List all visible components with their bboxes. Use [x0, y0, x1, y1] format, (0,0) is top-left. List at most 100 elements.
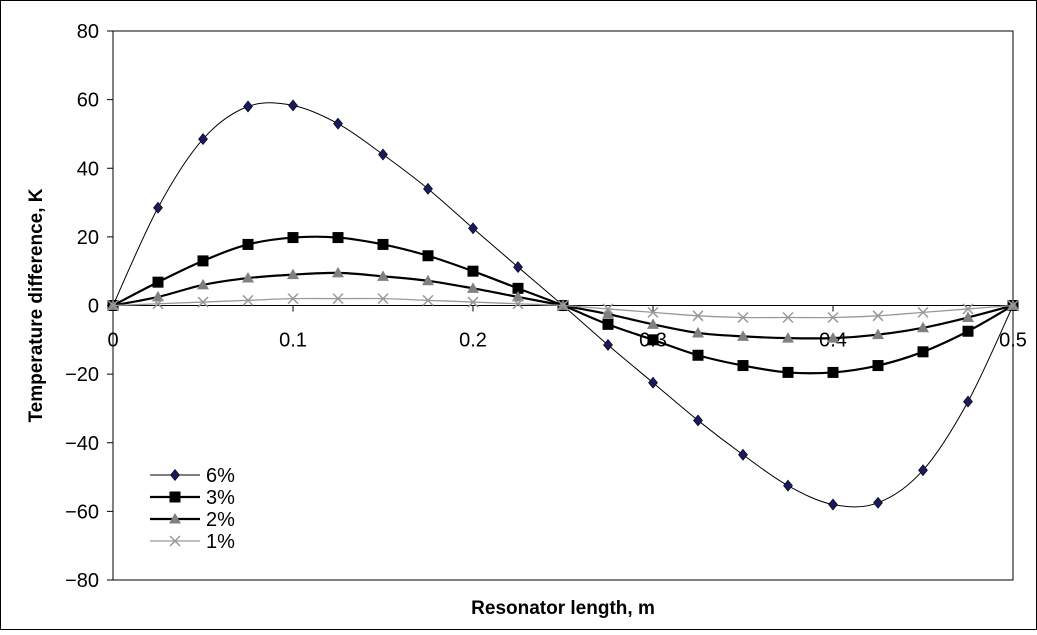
x-tick-label: 0.1 [279, 330, 307, 352]
legend-marker [169, 491, 181, 503]
data-point [963, 395, 973, 408]
legend-label: 3% [206, 487, 235, 509]
legend-label: 1% [206, 531, 235, 553]
data-point [242, 272, 254, 283]
data-point [737, 330, 749, 341]
data-point [242, 238, 254, 250]
data-point [872, 328, 884, 340]
data-point [153, 201, 163, 214]
data-point [872, 360, 884, 372]
legend-marker [169, 513, 181, 524]
data-point [152, 290, 164, 302]
data-point [827, 366, 839, 378]
y-tick-label: 0 [88, 296, 99, 318]
data-point [962, 325, 974, 337]
y-tick-label: −40 [65, 433, 99, 455]
data-point [467, 296, 479, 308]
data-point [693, 414, 703, 427]
data-point [602, 318, 614, 330]
y-tick-label: 80 [77, 21, 99, 43]
data-point [468, 222, 478, 235]
x-tick-label: 0.5 [999, 330, 1027, 352]
data-point [918, 464, 928, 477]
data-point [377, 270, 389, 281]
legend-marker [169, 535, 181, 547]
data-point [198, 133, 208, 146]
data-point [782, 311, 794, 324]
legend-item: 1% [150, 531, 235, 553]
legend: 6%3%2%1% [150, 465, 235, 553]
series-4 [107, 293, 1019, 324]
y-axis-title: Temperature difference, K [26, 188, 47, 422]
data-point [782, 332, 794, 343]
legend-item: 3% [150, 487, 235, 509]
legend-item: 6% [150, 465, 235, 487]
data-point [828, 498, 838, 511]
data-point [197, 255, 209, 267]
data-point [557, 299, 569, 312]
x-tick-label: 0.2 [459, 330, 487, 352]
data-point [242, 294, 254, 306]
data-point [288, 99, 298, 112]
data-point [827, 311, 839, 324]
data-point [332, 266, 344, 278]
data-point [107, 299, 119, 312]
data-point [333, 117, 343, 130]
data-point [647, 318, 659, 329]
y-tick-label: −20 [65, 364, 99, 386]
data-point [377, 293, 389, 305]
data-point [513, 261, 523, 274]
data-point [1007, 299, 1019, 312]
data-point [377, 238, 389, 250]
data-point [422, 294, 434, 306]
data-point [962, 311, 974, 323]
data-point [197, 296, 209, 308]
data-point [648, 376, 658, 389]
legend-label: 2% [206, 509, 235, 531]
legend-item: 2% [150, 509, 235, 531]
y-tick-label: 20 [77, 227, 99, 249]
data-point [467, 282, 479, 293]
data-point [647, 334, 659, 346]
data-point [872, 310, 884, 322]
data-point [152, 298, 164, 310]
data-point [467, 265, 479, 277]
data-point [692, 310, 704, 322]
data-point [287, 293, 299, 305]
x-axis-title: Resonator length, m [471, 598, 655, 619]
data-point [332, 293, 344, 305]
legend-label: 6% [206, 465, 235, 487]
data-point [917, 306, 929, 318]
data-point [512, 298, 524, 310]
data-point [287, 232, 299, 244]
data-point [917, 321, 929, 333]
data-point [332, 232, 344, 244]
data-point [422, 274, 434, 286]
data-point [692, 326, 704, 338]
data-point [512, 282, 524, 294]
y-tick-label: −60 [65, 501, 99, 523]
y-tick-label: 60 [77, 90, 99, 112]
data-point [962, 303, 974, 315]
data-point [692, 349, 704, 361]
data-point [647, 306, 659, 318]
data-point [738, 448, 748, 461]
data-point [917, 346, 929, 358]
data-point [243, 100, 253, 113]
data-point [378, 148, 388, 161]
data-point [512, 290, 524, 302]
x-tick-label: 0 [107, 330, 118, 352]
y-axis: 80 60 40 20 0 −20 −40 −60 −80 [65, 21, 113, 592]
data-point [737, 360, 749, 372]
data-point [422, 250, 434, 262]
y-tick-label: −80 [65, 570, 99, 592]
data-point [423, 182, 433, 195]
data-point [152, 276, 164, 288]
y-tick-label: 40 [77, 158, 99, 180]
legend-marker [170, 469, 180, 481]
data-point [782, 366, 794, 378]
series-layer [107, 99, 1019, 511]
